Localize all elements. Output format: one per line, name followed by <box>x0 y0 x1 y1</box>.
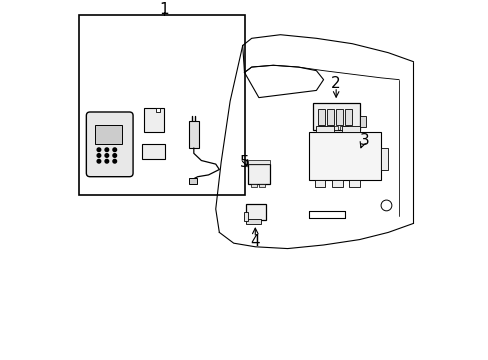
Circle shape <box>97 154 101 157</box>
Bar <box>95 125 122 144</box>
Text: 4: 4 <box>249 234 259 249</box>
Bar <box>314 180 325 188</box>
Bar <box>329 126 337 130</box>
Bar <box>246 219 260 224</box>
Bar <box>308 132 380 180</box>
Bar <box>316 126 334 132</box>
Bar <box>318 109 324 125</box>
Bar <box>341 126 359 132</box>
Bar <box>142 144 165 159</box>
Bar <box>326 109 333 125</box>
Polygon shape <box>156 108 160 112</box>
Bar <box>331 180 342 188</box>
Bar <box>318 126 326 130</box>
Bar <box>247 160 269 164</box>
Circle shape <box>113 154 116 157</box>
Bar <box>79 15 244 195</box>
Bar <box>188 121 199 148</box>
Circle shape <box>97 159 101 163</box>
Text: 5: 5 <box>239 155 249 170</box>
Bar <box>188 179 196 184</box>
Circle shape <box>105 154 108 157</box>
Bar <box>345 109 351 125</box>
Bar <box>335 109 342 125</box>
Circle shape <box>105 159 108 163</box>
Bar <box>246 204 265 220</box>
Bar <box>340 126 347 130</box>
Bar <box>359 116 365 127</box>
Circle shape <box>113 159 116 163</box>
Bar <box>244 212 247 221</box>
Bar <box>247 164 269 184</box>
Bar <box>143 108 163 132</box>
Bar <box>258 184 264 188</box>
Text: 1: 1 <box>159 2 168 17</box>
Bar <box>312 103 359 130</box>
Circle shape <box>105 148 108 152</box>
Circle shape <box>97 148 101 152</box>
Bar <box>380 148 387 170</box>
FancyBboxPatch shape <box>86 112 133 177</box>
Text: 3: 3 <box>359 133 369 148</box>
Bar <box>348 180 359 188</box>
Circle shape <box>113 148 116 152</box>
Bar <box>250 184 256 188</box>
Text: 2: 2 <box>331 76 340 91</box>
